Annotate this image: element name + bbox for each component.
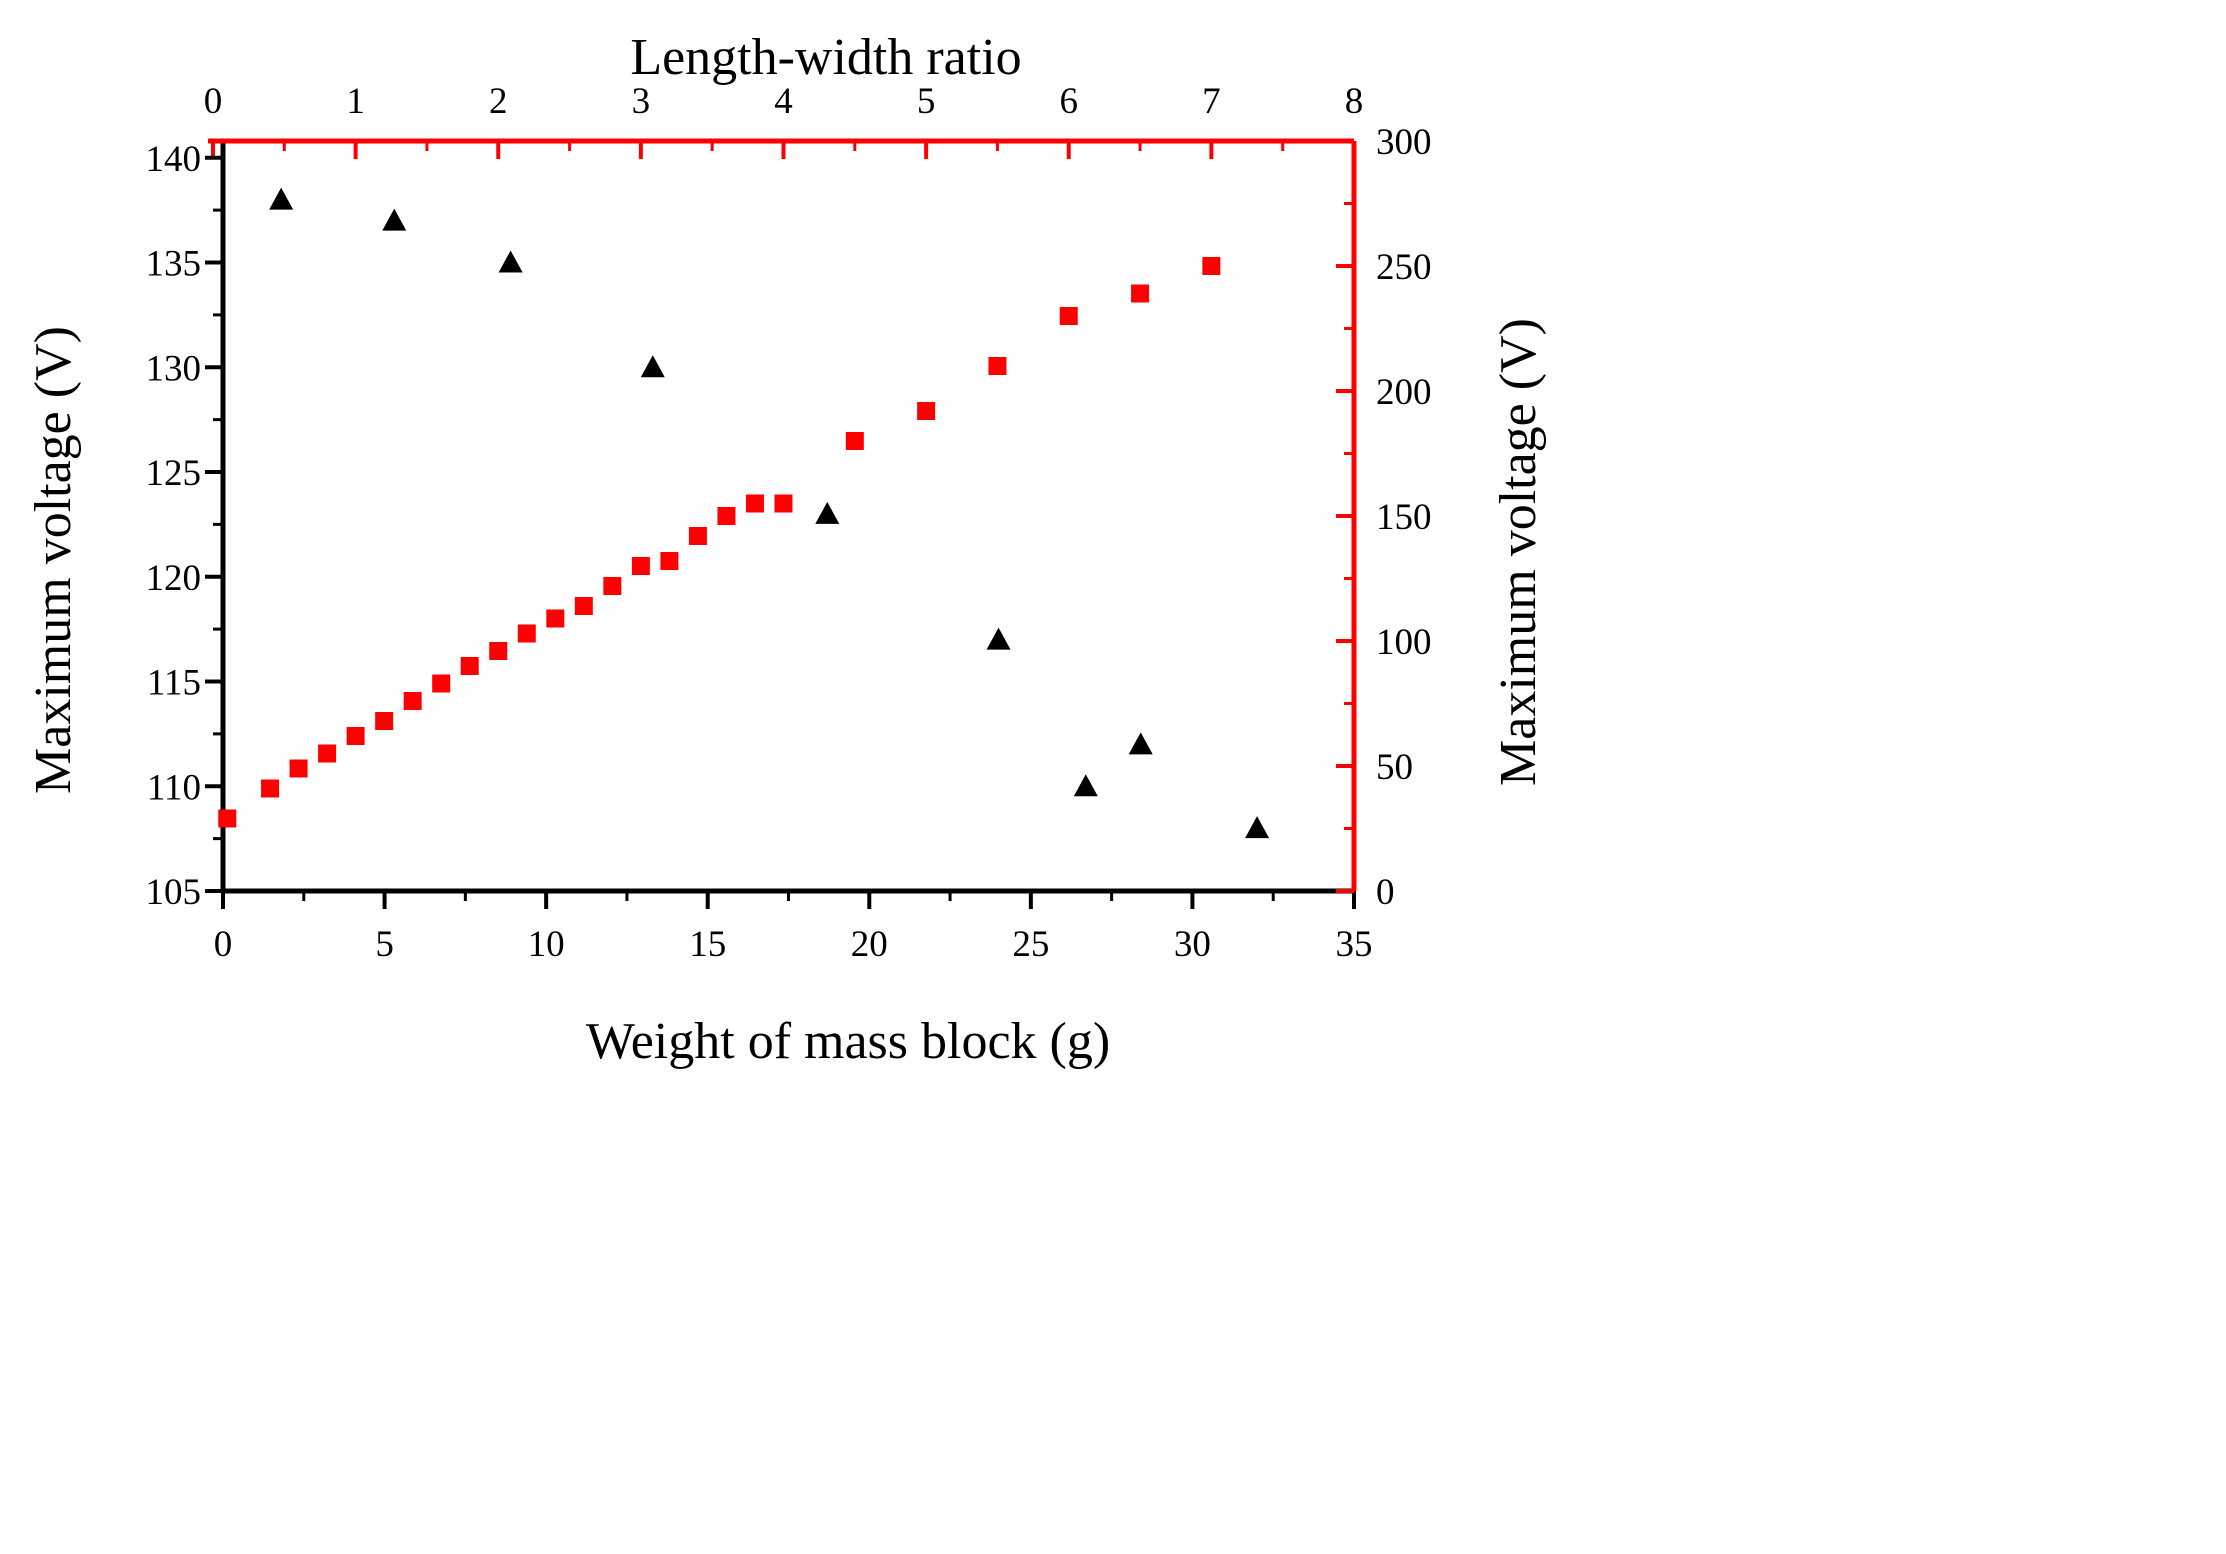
series-layer [218, 187, 1270, 839]
dual-axis-scatter-chart: 0 5 10 15 20 25 30 35 0 1 2 3 4 5 6 7 8 105 110 115 120 125… [25, 29, 1547, 1070]
bottom-tick-label: 35 [1336, 924, 1373, 965]
triangle-point [498, 250, 523, 273]
left-tick-label: 120 [146, 558, 202, 599]
triangle-point [1245, 816, 1270, 839]
square-point [1202, 257, 1221, 275]
square-point [546, 609, 565, 628]
top-tick-label: 4 [774, 81, 793, 122]
square-point [917, 402, 936, 420]
triangle-point [640, 355, 665, 378]
series-1 [269, 187, 1270, 839]
square-point [261, 779, 280, 798]
top-tick-label: 5 [917, 81, 936, 122]
square-point [988, 357, 1007, 375]
square-point [603, 577, 622, 595]
bottom-tick-label: 30 [1174, 924, 1211, 965]
square-point [574, 597, 593, 615]
left-tick-label: 125 [146, 453, 202, 494]
square-point [403, 692, 422, 710]
bottom-tick-label: 15 [689, 924, 726, 965]
square-point [774, 494, 793, 513]
right-tick-label: 200 [1376, 372, 1432, 413]
triangle-point [1128, 732, 1153, 755]
left-tick-label: 140 [146, 139, 202, 180]
plot-frame [208, 138, 1357, 894]
square-point [845, 432, 864, 450]
square-point [289, 759, 308, 778]
right-tick-label: 150 [1376, 497, 1432, 538]
right-tick-label: 300 [1376, 122, 1432, 163]
right-tick-label: 250 [1376, 247, 1432, 288]
square-point [432, 674, 451, 693]
top-tick-label: 3 [632, 81, 651, 122]
right-tick-label: 100 [1376, 622, 1432, 663]
top-tick-label: 0 [204, 81, 223, 122]
square-point [688, 527, 707, 545]
top-axis-title: Length-width ratio [630, 29, 1021, 86]
series-2 [218, 257, 1221, 828]
triangle-point [815, 501, 840, 524]
triangle-point [269, 187, 294, 210]
bottom-tick-label: 0 [214, 924, 233, 965]
bottom-axis-ticks: 0 5 10 15 20 25 30 35 [214, 891, 1373, 965]
square-point [375, 712, 394, 730]
left-tick-label: 105 [146, 872, 202, 913]
triangle-point [1073, 774, 1098, 797]
square-point [717, 507, 736, 525]
bottom-tick-label: 10 [528, 924, 565, 965]
bottom-axis-title: Weight of mass block (g) [586, 1013, 1110, 1070]
bottom-tick-label: 25 [1012, 924, 1049, 965]
square-point [660, 552, 679, 570]
square-point [1059, 307, 1078, 325]
square-point [631, 557, 650, 575]
bottom-tick-label: 20 [851, 924, 888, 965]
left-tick-label: 130 [146, 348, 202, 389]
square-point [346, 727, 365, 745]
left-tick-label: 110 [147, 767, 201, 808]
triangle-point [382, 208, 407, 231]
top-axis-ticks: 0 1 2 3 4 5 6 7 8 [204, 81, 1364, 159]
square-point [218, 809, 237, 828]
square-point [489, 642, 508, 660]
left-tick-label: 135 [146, 244, 202, 285]
right-tick-label: 50 [1376, 747, 1413, 788]
square-point [318, 744, 337, 763]
top-tick-label: 2 [489, 81, 508, 122]
square-point [517, 624, 536, 643]
square-point [745, 494, 764, 513]
top-tick-label: 7 [1202, 81, 1221, 122]
right-axis-ticks: 0 50 100 150 200 250 300 [1336, 122, 1432, 913]
top-tick-label: 8 [1345, 81, 1364, 122]
left-axis-title: Maximum voltage (V) [25, 326, 82, 794]
top-tick-label: 1 [346, 81, 365, 122]
square-point [460, 657, 479, 675]
right-axis-title: Maximum voltage (V) [1490, 318, 1547, 786]
top-tick-label: 6 [1060, 81, 1079, 122]
left-axis-ticks: 105 110 115 120 125 130 135 140 [146, 139, 223, 913]
left-tick-label: 115 [147, 663, 201, 704]
square-point [1131, 284, 1150, 303]
triangle-point [986, 627, 1011, 650]
bottom-tick-label: 5 [375, 924, 394, 965]
right-tick-label: 0 [1376, 872, 1395, 913]
